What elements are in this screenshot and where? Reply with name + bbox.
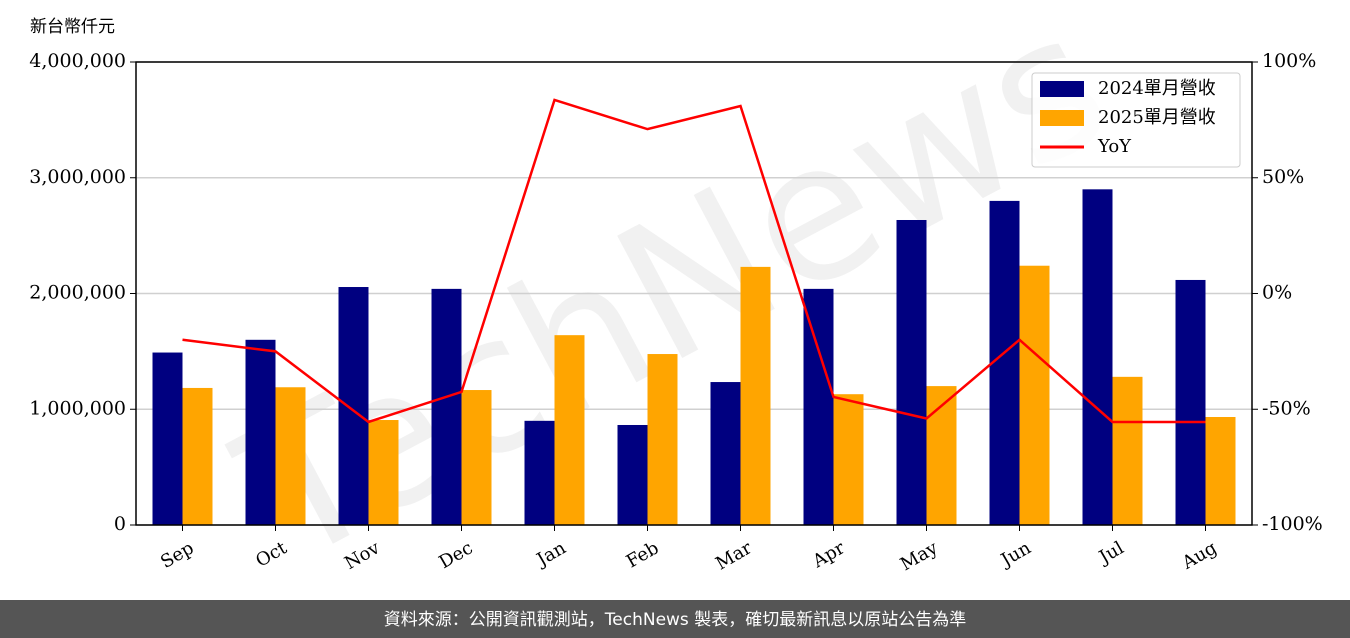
footer: 資料來源：公開資訊觀測站，TechNews 製表，確切最新訊息以原站公告為準 bbox=[384, 610, 966, 630]
bar bbox=[803, 288, 834, 525]
bar bbox=[431, 288, 462, 525]
y-tick-label: 4,000,000 bbox=[29, 50, 126, 72]
legend-label: 2025單月營收 bbox=[1098, 107, 1216, 128]
bar bbox=[461, 390, 492, 525]
y-tick-label: 1,000,000 bbox=[29, 397, 126, 419]
bar bbox=[152, 352, 183, 525]
legend-swatch bbox=[1040, 81, 1084, 97]
bar bbox=[524, 420, 555, 525]
bar bbox=[554, 335, 585, 525]
bar bbox=[1112, 376, 1143, 525]
legend-label: 2024單月營收 bbox=[1098, 78, 1216, 99]
x-tick-label: Sep bbox=[157, 537, 197, 572]
x-tick-label: Jan bbox=[532, 537, 570, 571]
bar bbox=[926, 386, 957, 525]
bar bbox=[1082, 189, 1113, 525]
bar bbox=[275, 387, 306, 525]
y-tick-label: 3,000,000 bbox=[29, 166, 126, 188]
bar bbox=[182, 387, 213, 525]
legend-label: YoY bbox=[1097, 136, 1132, 157]
y-axis-label: 新台幣仟元 bbox=[30, 17, 115, 37]
y2-tick-label: 100% bbox=[1262, 50, 1316, 72]
x-tick-label: May bbox=[897, 537, 942, 575]
x-tick-label: Jul bbox=[1094, 537, 1128, 569]
y2-tick-label: -100% bbox=[1262, 513, 1323, 535]
y2-tick-label: 50% bbox=[1262, 166, 1304, 188]
bar bbox=[710, 382, 741, 525]
plot-frame bbox=[135, 61, 1253, 526]
line bbox=[182, 98, 1206, 424]
bar bbox=[647, 354, 678, 525]
bar bbox=[1175, 279, 1206, 525]
legend-swatch bbox=[1040, 110, 1084, 126]
x-tick-label: Mar bbox=[712, 537, 756, 574]
y-tick-label: 2,000,000 bbox=[29, 282, 126, 304]
y2-tick-label: -50% bbox=[1262, 397, 1311, 419]
bar bbox=[896, 219, 927, 525]
footer-bar bbox=[0, 600, 1350, 638]
x-tick-label: Aug bbox=[1178, 537, 1221, 574]
bar bbox=[245, 339, 276, 525]
y-tick-label: 0 bbox=[114, 513, 126, 535]
x-tick-label: Apr bbox=[808, 537, 848, 572]
x-tick-label: Dec bbox=[436, 537, 477, 573]
bar bbox=[740, 266, 771, 525]
y2-tick-label: 0% bbox=[1262, 282, 1292, 304]
x-tick-label: Jun bbox=[996, 537, 1035, 572]
bar bbox=[989, 200, 1020, 525]
bar bbox=[338, 287, 369, 525]
bar bbox=[617, 424, 648, 525]
bar bbox=[1205, 417, 1236, 525]
bar bbox=[1019, 265, 1050, 525]
x-tick-label: Feb bbox=[623, 537, 663, 572]
bar bbox=[833, 394, 864, 525]
bar bbox=[368, 420, 399, 525]
